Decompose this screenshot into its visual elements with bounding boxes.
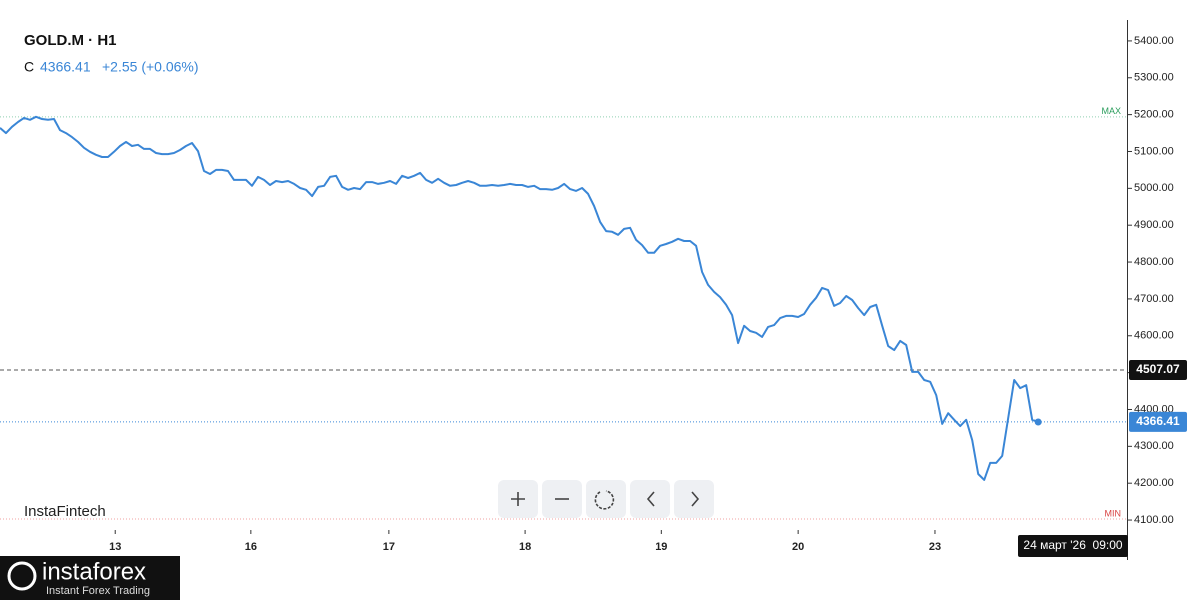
last-point	[1034, 418, 1042, 426]
x-tick-label: 16	[245, 541, 257, 553]
y-tick-label: 5300.00	[1134, 72, 1174, 84]
price-badge	[1129, 411, 1187, 432]
scroll-right-button[interactable]	[674, 480, 714, 518]
scroll-left-button[interactable]	[630, 480, 670, 518]
price-badge-label: 4366.41	[1136, 414, 1180, 428]
left-icon	[646, 491, 655, 507]
y-tick-label: 4300.00	[1134, 440, 1174, 452]
zoom-in-icon	[511, 492, 525, 506]
close-price: 4366.41	[40, 59, 91, 75]
y-tick-label: 4200.00	[1134, 477, 1174, 489]
price-badge	[1129, 360, 1187, 381]
logo-icon	[7, 561, 37, 591]
min-line-label: MIN	[1105, 508, 1122, 518]
change: +2.55 (+0.06%)	[102, 59, 199, 75]
max-line-label: MAX	[1101, 106, 1121, 116]
watermark: InstaFintech	[24, 503, 106, 520]
reset-icon	[594, 490, 615, 510]
logo-name: instaforex	[42, 558, 146, 585]
symbol: GOLD.M · H1	[24, 32, 117, 49]
logo-box	[0, 556, 180, 600]
x-tick-label: 17	[383, 541, 395, 553]
logo-tagline: Instant Forex Trading	[46, 585, 150, 597]
x-tick-label: 18	[519, 541, 531, 553]
y-tick-label: 5400.00	[1134, 35, 1174, 47]
x-tick-label: 23	[929, 541, 941, 553]
x-tick-label: 13	[109, 541, 121, 553]
y-tick-label: 4100.00	[1134, 514, 1174, 526]
x-tick-label: 20	[792, 541, 804, 553]
right-icon	[691, 491, 700, 507]
y-tick-label: 5200.00	[1134, 109, 1174, 121]
toolbar	[498, 480, 714, 518]
y-tick-label: 4600.00	[1134, 330, 1174, 342]
reset-button[interactable]	[586, 480, 626, 518]
date-badge	[1018, 535, 1128, 557]
price-line	[0, 115, 1039, 481]
price-badge-label: 4507.07	[1136, 362, 1180, 376]
y-tick-label: 5100.00	[1134, 145, 1174, 157]
y-tick-label: 5000.00	[1134, 182, 1174, 194]
plot: 4100.004200.004300.004400.004500.004600.…	[0, 35, 1187, 553]
x-tick-label: 19	[655, 541, 667, 553]
close-prefix: C	[24, 59, 34, 75]
y-tick-label: 4800.00	[1134, 256, 1174, 268]
y-tick-label: 4700.00	[1134, 293, 1174, 305]
cursor-date: 24 март '26 09:00	[1023, 538, 1123, 552]
y-tick-label: 4900.00	[1134, 219, 1174, 231]
